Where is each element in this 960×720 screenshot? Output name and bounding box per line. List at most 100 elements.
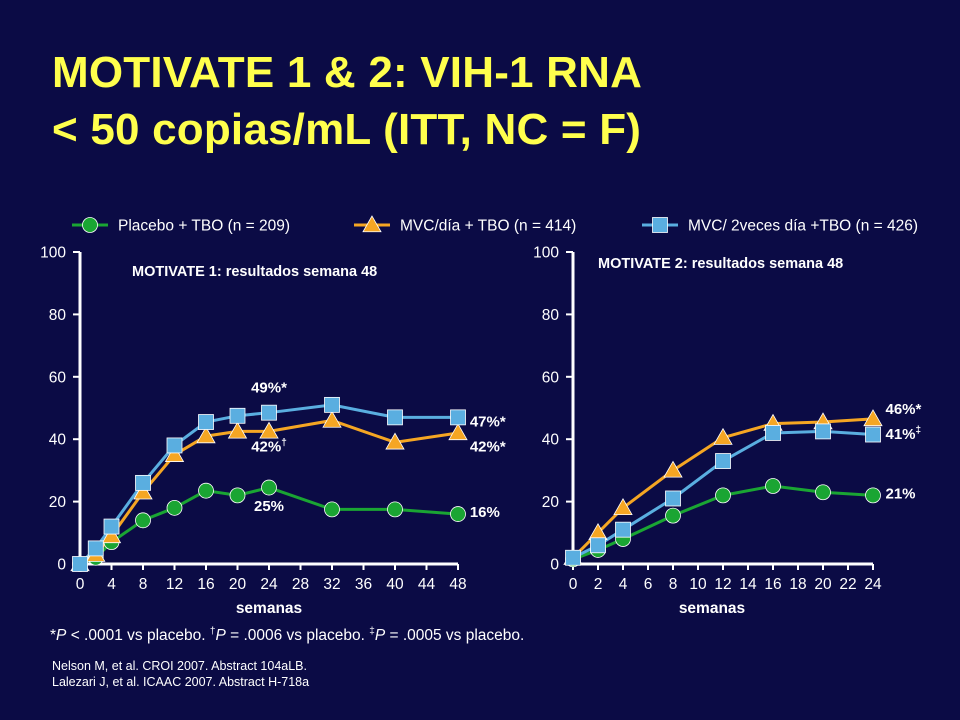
data-point-square (166, 437, 183, 454)
data-point-square (198, 414, 214, 430)
y-tick-label: 0 (550, 557, 559, 574)
data-label: 16% (470, 504, 500, 521)
y-tick-label: 20 (542, 494, 560, 511)
x-tick-label: 16 (197, 576, 214, 593)
data-point-square (865, 426, 881, 443)
y-tick-label: 20 (49, 494, 67, 511)
data-point-square (665, 490, 681, 507)
data-label: 49%* (251, 379, 287, 396)
data-point-circle (865, 487, 881, 504)
references: Nelson M, et al. CROI 2007. Abstract 104… (52, 658, 309, 690)
data-point-circle (450, 506, 466, 522)
x-tick-label: 10 (689, 576, 707, 593)
reference-item: Lalezari J, et al. ICAAC 2007. Abstract … (52, 675, 310, 689)
data-point-square (103, 518, 120, 535)
y-tick-label: 100 (40, 245, 66, 262)
data-label: 21% (886, 485, 916, 502)
x-tick-label: 4 (619, 576, 628, 593)
x-tick-label: 0 (76, 576, 85, 593)
data-label: 42%† (251, 438, 287, 456)
legend-marker-square (652, 217, 668, 233)
data-point-triangle (713, 427, 733, 445)
x-tick-label: 32 (323, 576, 340, 593)
data-label: 47%* (470, 414, 506, 431)
data-point-triangle (385, 432, 405, 450)
data-point-circle (324, 501, 340, 518)
data-point-circle (261, 479, 277, 496)
legend-item: MVC/día + TBO (n = 414) (354, 215, 576, 235)
data-point-circle (229, 487, 246, 504)
data-point-triangle (101, 526, 122, 544)
data-point-square (261, 404, 277, 421)
data-point-triangle (164, 444, 185, 462)
data-point-triangle (448, 423, 468, 441)
data-point-circle (387, 501, 403, 518)
data-point-square (615, 521, 631, 538)
data-point-triangle (227, 421, 248, 439)
x-tick-label: 24 (260, 576, 278, 593)
x-tick-label: 36 (355, 576, 372, 593)
x-tick-label: 6 (644, 576, 653, 593)
data-point-square (765, 425, 781, 441)
x-tick-label: 16 (764, 576, 781, 593)
slide-title: MOTIVATE 1 & 2: VIH-1 RNA < 50 copias/mL… (52, 44, 932, 158)
y-tick-label: 40 (49, 432, 67, 449)
x-tick-label: 40 (386, 576, 404, 593)
data-point-circle (765, 478, 781, 494)
data-label: 46%* (886, 401, 922, 418)
data-point-square (387, 409, 403, 426)
data-point-triangle (863, 409, 883, 427)
data-point-triangle (322, 410, 342, 428)
x-axis-label: semanas (236, 600, 302, 617)
data-point-square (72, 556, 88, 572)
data-point-triangle (613, 498, 633, 515)
x-tick-label: 24 (864, 576, 882, 593)
slide-title-line2: < 50 copias/mL (ITT, NC = F) (52, 105, 642, 154)
legend-marker-circle (82, 217, 98, 233)
data-point-square (815, 423, 831, 440)
y-tick-label: 80 (49, 307, 67, 324)
x-tick-label: 28 (292, 576, 309, 593)
x-tick-label: 18 (789, 576, 806, 593)
data-point-triangle (259, 421, 279, 439)
footnote: *P < .0001 vs placebo. †P = .0006 vs pla… (50, 626, 525, 645)
x-tick-label: 12 (166, 576, 183, 593)
data-point-square (324, 396, 340, 413)
x-tick-label: 20 (229, 576, 247, 593)
data-point-square (565, 549, 581, 566)
y-tick-label: 0 (57, 557, 66, 574)
x-tick-label: 12 (714, 576, 731, 593)
legend-marker-triangle (362, 215, 382, 233)
x-tick-label: 14 (739, 576, 757, 593)
y-tick-label: 60 (542, 369, 560, 386)
data-point-square (590, 537, 606, 554)
data-label: 25% (254, 498, 284, 515)
data-point-circle (815, 484, 831, 501)
y-tick-label: 60 (49, 369, 67, 386)
data-point-circle (715, 487, 731, 504)
chart-title: MOTIVATE 2: resultados semana 48 (598, 256, 843, 272)
data-label: 42%* (470, 439, 506, 456)
reference-item: Nelson M, et al. CROI 2007. Abstract 104… (52, 659, 307, 673)
x-tick-label: 20 (814, 576, 832, 593)
data-label-sup: ‡ (916, 425, 922, 436)
data-point-triangle (133, 482, 153, 500)
x-tick-label: 22 (839, 576, 856, 593)
x-tick-label: 8 (669, 576, 678, 593)
x-tick-label: 0 (569, 576, 578, 593)
x-tick-label: 44 (418, 576, 436, 593)
x-axis-label: semanas (679, 600, 745, 617)
slide-title-line1: MOTIVATE 1 & 2: VIH-1 RNA (52, 48, 643, 97)
data-label-sup: † (281, 438, 287, 449)
x-tick-label: 48 (449, 576, 466, 593)
legend-item: Placebo + TBO (n = 209) (72, 217, 290, 235)
legend-label: Placebo + TBO (n = 209) (118, 218, 290, 235)
y-tick-label: 40 (542, 432, 560, 449)
data-point-square (715, 453, 731, 469)
data-point-circle (198, 482, 214, 499)
legend-label: MVC/día + TBO (n = 414) (400, 218, 576, 235)
data-point-square (87, 540, 104, 557)
